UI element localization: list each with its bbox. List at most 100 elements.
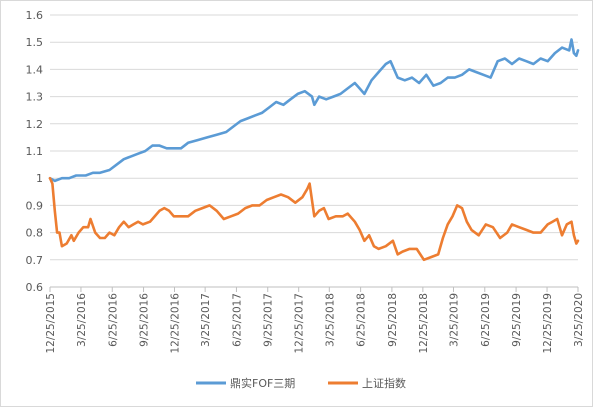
x-axis (49, 286, 579, 292)
y-tick-label: 1.2 (26, 118, 44, 131)
data-point (104, 237, 106, 239)
series-lines (48, 38, 580, 262)
data-point (468, 68, 470, 70)
data-point (90, 218, 92, 220)
data-point (230, 215, 232, 217)
data-point (75, 175, 77, 177)
data-point (180, 215, 182, 217)
data-point (556, 218, 558, 220)
data-point (359, 229, 361, 231)
data-point (425, 74, 427, 76)
data-point (282, 104, 284, 106)
data-point (197, 139, 199, 141)
data-point (99, 237, 101, 239)
data-point (378, 248, 380, 250)
data-point (306, 188, 308, 190)
data-point (70, 234, 72, 236)
data-point (573, 234, 575, 236)
data-point (187, 215, 189, 217)
data-point (54, 210, 56, 212)
series-0 (48, 38, 580, 183)
data-point (409, 248, 411, 250)
data-point (532, 232, 534, 234)
data-point (363, 93, 365, 95)
legend-item-0: 鼎实FOF三期 (196, 376, 295, 390)
data-point (116, 164, 118, 166)
data-point (518, 58, 520, 60)
y-tick-label: 1.6 (26, 9, 44, 22)
data-point (309, 183, 311, 185)
data-point (525, 60, 527, 62)
data-point (347, 87, 349, 89)
data-point (335, 215, 337, 217)
data-point (492, 226, 494, 228)
gridlines (50, 14, 578, 261)
data-point (511, 63, 513, 65)
data-point (173, 215, 175, 217)
data-point (201, 207, 203, 209)
data-point (85, 175, 87, 177)
data-point (51, 183, 53, 185)
data-point (66, 243, 68, 245)
x-tick-label: 9/25/2019 (511, 293, 523, 347)
data-point (113, 234, 115, 236)
data-point (411, 77, 413, 79)
data-point (237, 213, 239, 215)
legend: 鼎实FOF三期 上证指数 (196, 376, 406, 390)
x-tick-label: 12/25/2018 (418, 293, 430, 354)
data-point (128, 226, 130, 228)
data-point (244, 207, 246, 209)
data-point (525, 229, 527, 231)
data-point (206, 136, 208, 138)
x-tick-label: 3/25/2016 (76, 293, 88, 347)
data-point (390, 60, 392, 62)
data-point (447, 77, 449, 79)
data-point (251, 204, 253, 206)
data-point (340, 93, 342, 95)
data-point (552, 221, 554, 223)
data-point (318, 210, 320, 212)
data-point (571, 39, 573, 41)
x-tick-label: 12/25/2017 (294, 293, 306, 354)
data-point (159, 145, 161, 147)
x-tick-label: 6/25/2016 (107, 293, 119, 347)
data-point (461, 74, 463, 76)
data-point (99, 172, 101, 174)
data-point (378, 71, 380, 73)
x-tick-label: 6/25/2018 (356, 293, 368, 347)
x-tick-label: 9/25/2018 (387, 293, 399, 347)
data-point (304, 90, 306, 92)
y-tick-label: 0.6 (26, 281, 44, 294)
data-point (437, 253, 439, 255)
data-point (313, 104, 315, 106)
data-point (313, 215, 315, 217)
data-point (266, 199, 268, 201)
data-point (180, 147, 182, 149)
x-tick-label: 12/25/2015 (45, 293, 57, 354)
data-point (232, 126, 234, 128)
data-point (318, 96, 320, 98)
y-tick-label: 1.1 (26, 145, 44, 158)
data-point (142, 223, 144, 225)
data-point (454, 77, 456, 79)
data-point (123, 221, 125, 223)
data-point (73, 240, 75, 242)
data-point (568, 49, 570, 51)
data-point (118, 226, 120, 228)
data-point (456, 204, 458, 206)
data-point (151, 145, 153, 147)
data-point (418, 82, 420, 84)
data-point (532, 63, 534, 65)
y-tick-label: 1 (36, 172, 43, 185)
data-point (109, 169, 111, 171)
data-point (385, 63, 387, 65)
data-point (59, 232, 61, 234)
data-point (109, 232, 111, 234)
data-point (373, 245, 375, 247)
y-tick-label: 0.9 (26, 199, 44, 212)
data-point (575, 243, 577, 245)
data-point (166, 147, 168, 149)
data-point (225, 131, 227, 133)
